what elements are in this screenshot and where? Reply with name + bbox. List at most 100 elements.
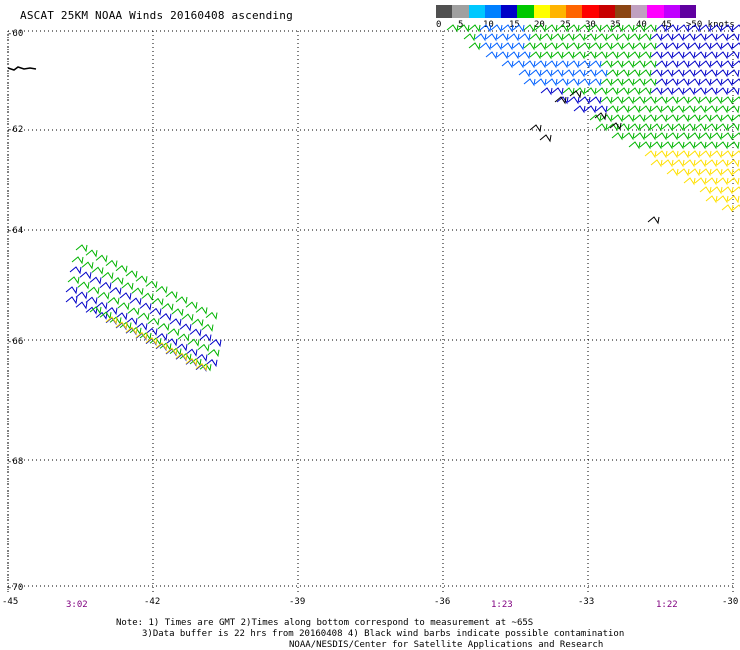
wind-speed-legend: 0 5 10 15 20 25 30 35 40 45 >50 knots [436,5,736,31]
map-title: ASCAT 25KM NOAA Winds 20160408 ascending [20,9,293,22]
wind-barb [677,60,690,69]
wind-barb [716,69,729,78]
wind-barb [633,78,646,87]
wind-barb [705,123,718,132]
wind-barb [644,60,657,69]
wind-barb [628,69,641,78]
wind-barb [639,123,652,132]
wind-barb [721,114,734,123]
wind-barb [529,69,542,78]
wind-barb [545,24,558,33]
legend-color-swatch [549,5,566,18]
wind-barb [732,114,740,121]
wind-barb [699,114,712,123]
wind-barb [716,141,729,150]
legend-label: 20 [534,20,545,30]
wind-barb [705,177,718,186]
wind-barb [121,282,134,291]
wind-barbs [65,24,740,372]
wind-barb [125,326,138,335]
wind-barb [201,323,214,332]
wind-barb [95,311,108,320]
legend-color-swatch [452,5,469,18]
wind-barb [167,328,180,337]
island-outline [7,66,37,71]
wind-barb [518,51,531,60]
wind-barb [732,42,740,49]
wind-barb [716,159,729,168]
wind-barb [699,60,712,69]
wind-barb [77,281,90,290]
wind-barb [721,24,734,33]
wind-barb [677,78,690,87]
note-line-3: NOAA/NESDIS/Center for Satellite Applica… [289,640,604,650]
wind-barb [617,51,630,60]
wind-barb [115,321,128,330]
wind-barb [628,141,641,150]
wind-barb [512,42,525,51]
wind-barb [556,42,569,51]
wind-barb [705,195,718,204]
wind-barb [650,105,663,114]
wind-barb [611,96,624,105]
wind-barb [683,123,696,132]
legend-color-swatch [436,5,453,18]
wind-barb [677,150,690,159]
wind-barb [107,297,120,306]
lon-label: -33 [578,597,594,607]
wind-barb [683,141,696,150]
wind-barb [699,24,712,33]
wind-barb [179,353,192,362]
wind-barb [688,42,701,51]
wind-barb [644,24,657,33]
wind-barb [518,69,531,78]
wind-barb [650,87,663,96]
wind-barb [147,317,160,326]
wind-barb [185,301,198,310]
wind-barb [688,132,701,141]
wind-barb [683,87,696,96]
wind-barb [485,51,498,60]
wind-barb [732,150,740,157]
wind-barb [727,141,740,150]
wind-barb [512,60,525,69]
wind-barb [512,24,525,33]
wind-barb [157,323,170,332]
wind-barb [606,33,619,42]
wind-barb [694,105,707,114]
wind-barb [617,69,630,78]
legend-color-swatch [614,5,631,18]
wind-barb [457,24,470,33]
lon-label: -42 [144,597,160,607]
legend-label: 15 [509,20,520,30]
legend-label: 35 [610,20,621,30]
lon-label: -45 [2,597,18,607]
wind-barb [606,105,619,114]
wind-barb [567,60,580,69]
wind-barb [672,87,685,96]
wind-barb [644,150,657,159]
wind-barb [694,69,707,78]
wind-barb [644,42,657,51]
wind-barb [661,69,674,78]
wind-barb [661,33,674,42]
wind-barb [145,327,158,336]
wind-barb [189,358,202,367]
wind-barb [622,132,635,141]
wind-barb [501,24,514,33]
wind-barb [529,51,542,60]
wind-barb [672,51,685,60]
wind-barb [694,159,707,168]
wind-barb [721,150,734,159]
wind-barb [705,51,718,60]
wind-barb [177,333,190,342]
wind-barb [688,168,701,177]
wind-barb [727,51,740,60]
wind-barb [628,123,641,132]
wind-barb [639,69,652,78]
wind-barb [578,96,591,105]
wind-barb [732,168,740,175]
wind-barb [175,343,188,352]
wind-barb [534,78,547,87]
wind-barb [496,51,509,60]
